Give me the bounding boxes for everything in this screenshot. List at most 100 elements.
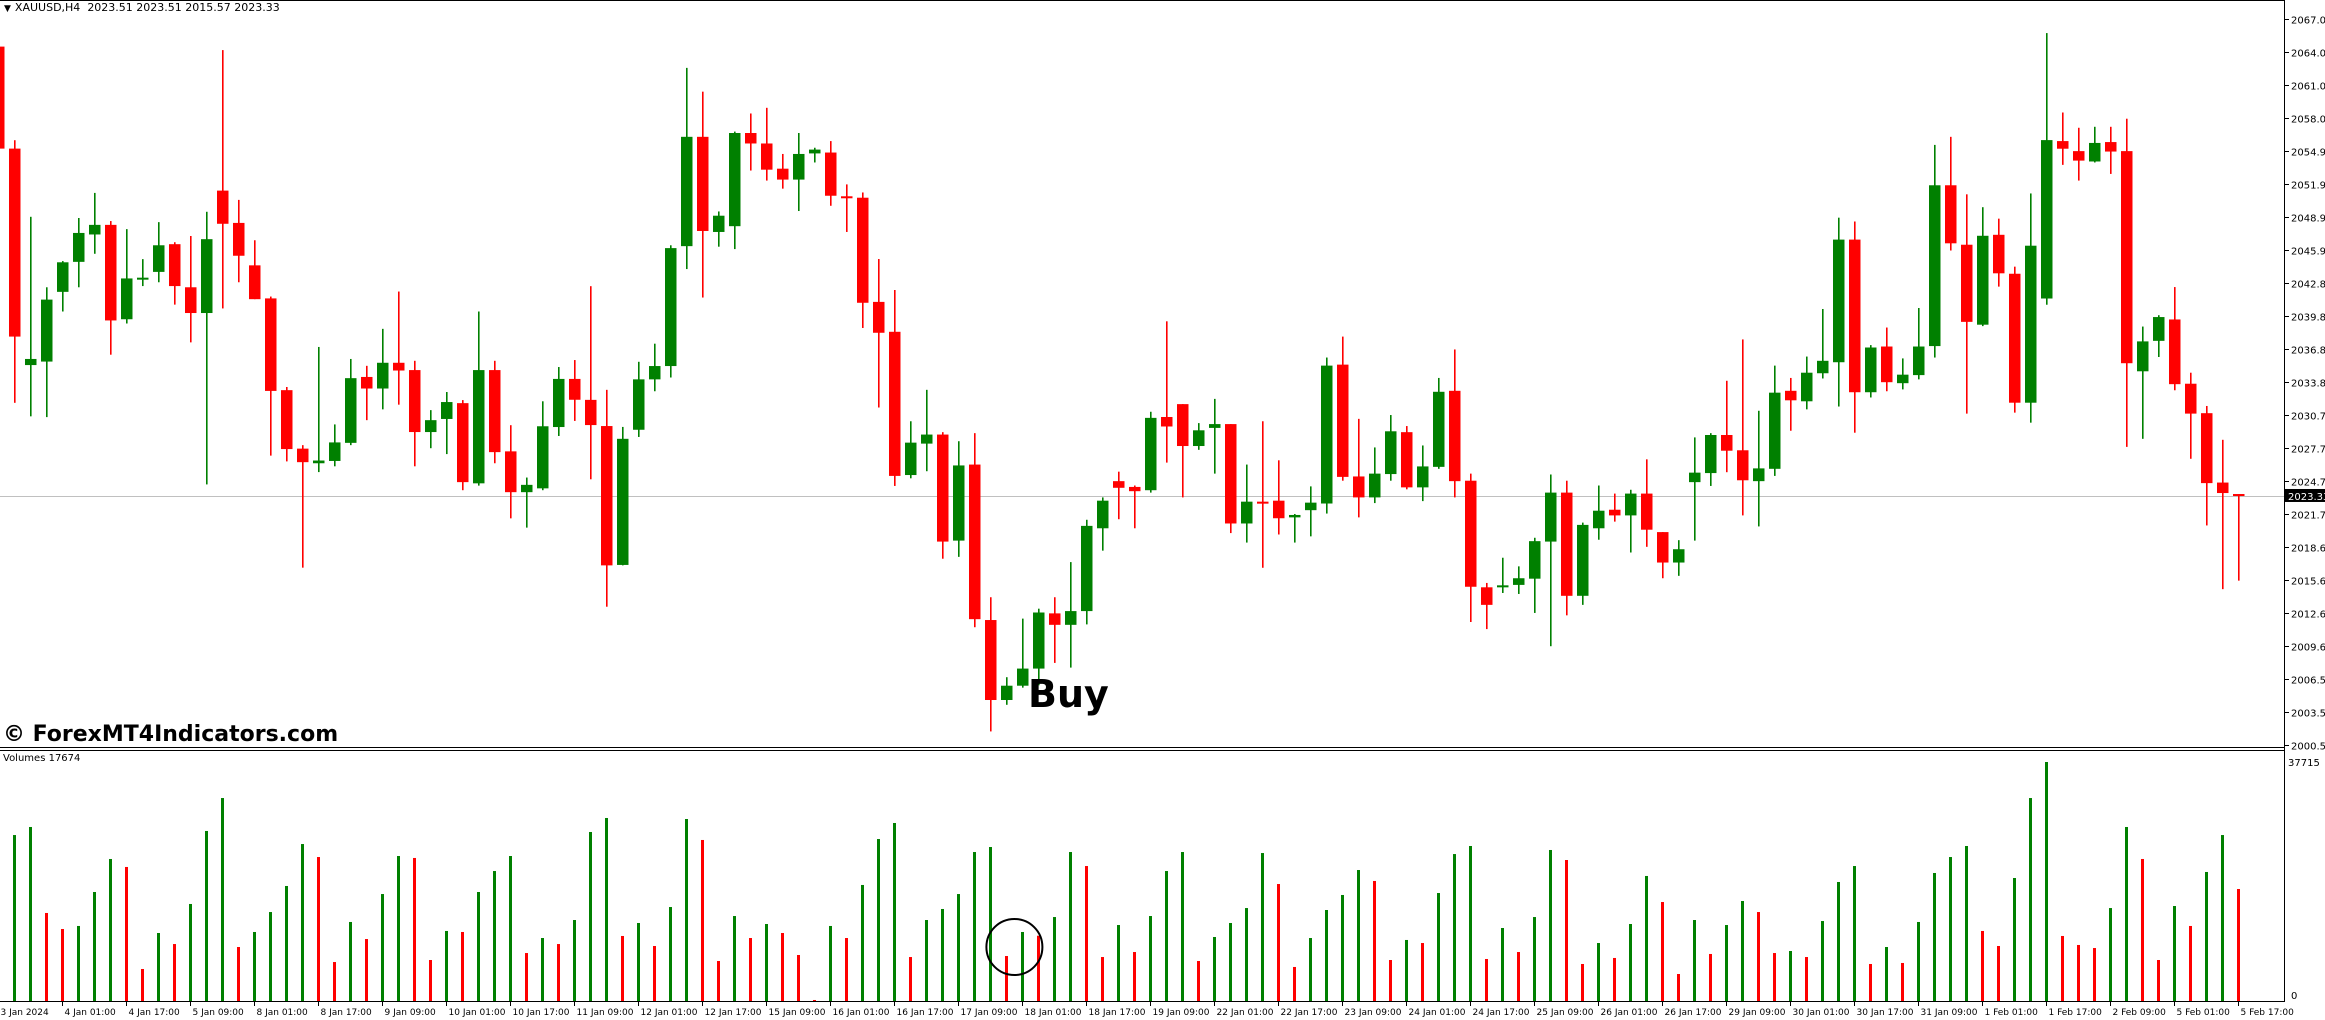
- candle-body: [1977, 235, 1989, 325]
- candle-bearish: [569, 360, 581, 421]
- candle-wick: [1166, 321, 1168, 463]
- candle-body: [1929, 185, 1941, 347]
- candle-bearish: [1609, 493, 1621, 522]
- time-tick-label: 22 Jan 01:00: [1217, 1008, 1274, 1018]
- time-tick-label: 10 Jan 01:00: [449, 1008, 506, 1018]
- candle-bearish: [761, 107, 773, 181]
- candle-bearish: [745, 113, 757, 171]
- candle-body: [1161, 416, 1173, 427]
- candle-body: [1225, 424, 1237, 524]
- chart-header: ▼ XAUUSD,H4 2023.51 2023.51 2015.57 2023.…: [4, 1, 280, 14]
- candle-wick: [1262, 421, 1264, 568]
- volume-bar: [2221, 835, 2224, 1001]
- price-tick-label: 2024.70: [2291, 478, 2325, 489]
- candle-bullish: [2025, 193, 2037, 423]
- candle-body: [889, 331, 901, 476]
- time-tick-label: 11 Jan 09:00: [577, 1008, 634, 1018]
- volume-bar: [669, 907, 672, 1001]
- time-tick-label: 8 Jan 01:00: [257, 1008, 309, 1018]
- candle-bearish: [281, 386, 293, 462]
- candle-body: [1417, 466, 1429, 488]
- candle-bearish: [1961, 194, 1973, 414]
- candle-body: [1769, 392, 1781, 469]
- candle-wick: [526, 477, 528, 528]
- triangle-down-icon[interactable]: ▼: [4, 4, 11, 14]
- volume-bar: [541, 938, 544, 1001]
- candle-body: [1673, 549, 1685, 563]
- candle-body: [1465, 480, 1477, 587]
- candle-body: [105, 224, 117, 321]
- volume-bar: [125, 866, 128, 1001]
- candle-body: [2105, 142, 2117, 152]
- candle-body: [1625, 493, 1637, 516]
- candle-body: [41, 299, 53, 362]
- candle-bearish: [185, 235, 197, 343]
- volume-bar: [525, 953, 528, 1001]
- volume-bar: [1533, 917, 1536, 1001]
- candle-body: [409, 370, 421, 433]
- price-tick-label: 2015.65: [2291, 577, 2325, 588]
- candle-wick: [1822, 308, 1824, 379]
- candle-body: [137, 277, 149, 280]
- current-price-badge: [2285, 488, 2325, 502]
- candle-wick: [1182, 404, 1184, 498]
- candle-bearish: [1273, 460, 1285, 535]
- candle-wick: [222, 50, 224, 309]
- candle-body: [2153, 317, 2165, 341]
- candle-body: [1433, 391, 1445, 467]
- candle-bullish: [1193, 423, 1205, 450]
- candle-wick: [1022, 618, 1024, 688]
- candle-wick: [1902, 358, 1904, 390]
- candle-bullish: [73, 217, 85, 288]
- candle-wick: [1726, 380, 1728, 473]
- candle-bearish: [0, 46, 5, 149]
- volume-bar: [1629, 924, 1632, 1001]
- volume-bar: [1293, 966, 1296, 1001]
- candle-bullish: [1545, 474, 1557, 647]
- candle-body: [553, 378, 565, 428]
- candle-wick: [2238, 494, 2240, 581]
- candle-body: [1241, 501, 1253, 524]
- price-tick-label: 2054.95: [2291, 148, 2325, 159]
- candle-body: [1209, 424, 1221, 428]
- candle-body: [1369, 473, 1381, 498]
- volume-bar: [1245, 908, 1248, 1001]
- candle-wick: [206, 211, 208, 485]
- time-tick-label: 4 Jan 17:00: [129, 1008, 181, 1018]
- volume-bar: [2045, 762, 2048, 1001]
- candle-body: [969, 464, 981, 620]
- volume-bar: [989, 847, 992, 1001]
- volume-bar: [429, 959, 432, 1001]
- volume-bar: [1661, 902, 1664, 1001]
- volume-bar: [1213, 936, 1216, 1001]
- candle-wick: [2142, 326, 2144, 439]
- volume-bar: [1469, 845, 1472, 1001]
- volume-bar: [2157, 959, 2160, 1001]
- candle-wick: [846, 184, 848, 232]
- candle-bearish: [1401, 426, 1413, 490]
- candle-body: [1049, 613, 1061, 625]
- candle-bearish: [2057, 112, 2069, 165]
- time-tick-label: 4 Jan 01:00: [65, 1008, 117, 1018]
- candle-body: [0, 46, 5, 149]
- volume-bar: [237, 947, 240, 1001]
- volume-bar: [397, 856, 400, 1001]
- candle-bearish: [857, 192, 869, 328]
- candle-bearish: [361, 365, 373, 421]
- candle-wick: [1118, 471, 1120, 520]
- candle-body: [1817, 360, 1829, 374]
- candle-bearish: [2185, 372, 2197, 459]
- candle-body: [697, 136, 709, 231]
- volume-min-label: 0: [2291, 991, 2297, 1002]
- candle-body: [2089, 142, 2101, 162]
- candle-bullish: [953, 441, 965, 557]
- candle-bearish: [2233, 494, 2245, 581]
- candle-wick: [1358, 418, 1360, 518]
- candle-body: [1657, 532, 1669, 563]
- candle-bearish: [2105, 126, 2117, 174]
- candle-bearish: [217, 50, 229, 309]
- volume-bar: [1181, 852, 1184, 1001]
- candle-bearish: [969, 433, 981, 628]
- volume-bar: [141, 968, 144, 1001]
- candle-wick: [30, 216, 32, 417]
